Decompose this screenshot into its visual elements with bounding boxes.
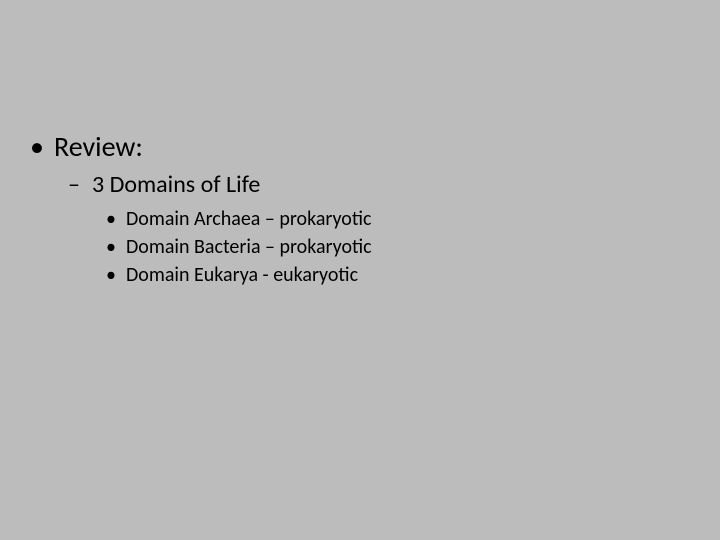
slide: Review: 3 Domains of Life Domain Archaea… xyxy=(0,0,720,540)
bullet-text: Domain Archaea – prokaryotic xyxy=(126,207,371,231)
bullet-text: Review: xyxy=(54,129,143,164)
bullet-text: Domain Eukarya - eukaryotic xyxy=(126,263,358,287)
list-item: Domain Archaea – prokaryotic xyxy=(106,206,720,232)
list-item: Domain Bacteria – prokaryotic xyxy=(106,234,720,260)
list-item: Domain Eukarya - eukaryotic xyxy=(106,262,720,288)
bullet-list-level3: Domain Archaea – prokaryotic Domain Bact… xyxy=(92,206,720,288)
bullet-list-level1: Review: 3 Domains of Life Domain Archaea… xyxy=(30,130,720,288)
bullet-text: Domain Bacteria – prokaryotic xyxy=(126,235,372,259)
list-item: 3 Domains of Life Domain Archaea – proka… xyxy=(68,170,720,288)
bullet-text: 3 Domains of Life xyxy=(92,170,260,199)
bullet-list-level2: 3 Domains of Life Domain Archaea – proka… xyxy=(54,170,720,288)
list-item: Review: 3 Domains of Life Domain Archaea… xyxy=(30,130,720,288)
